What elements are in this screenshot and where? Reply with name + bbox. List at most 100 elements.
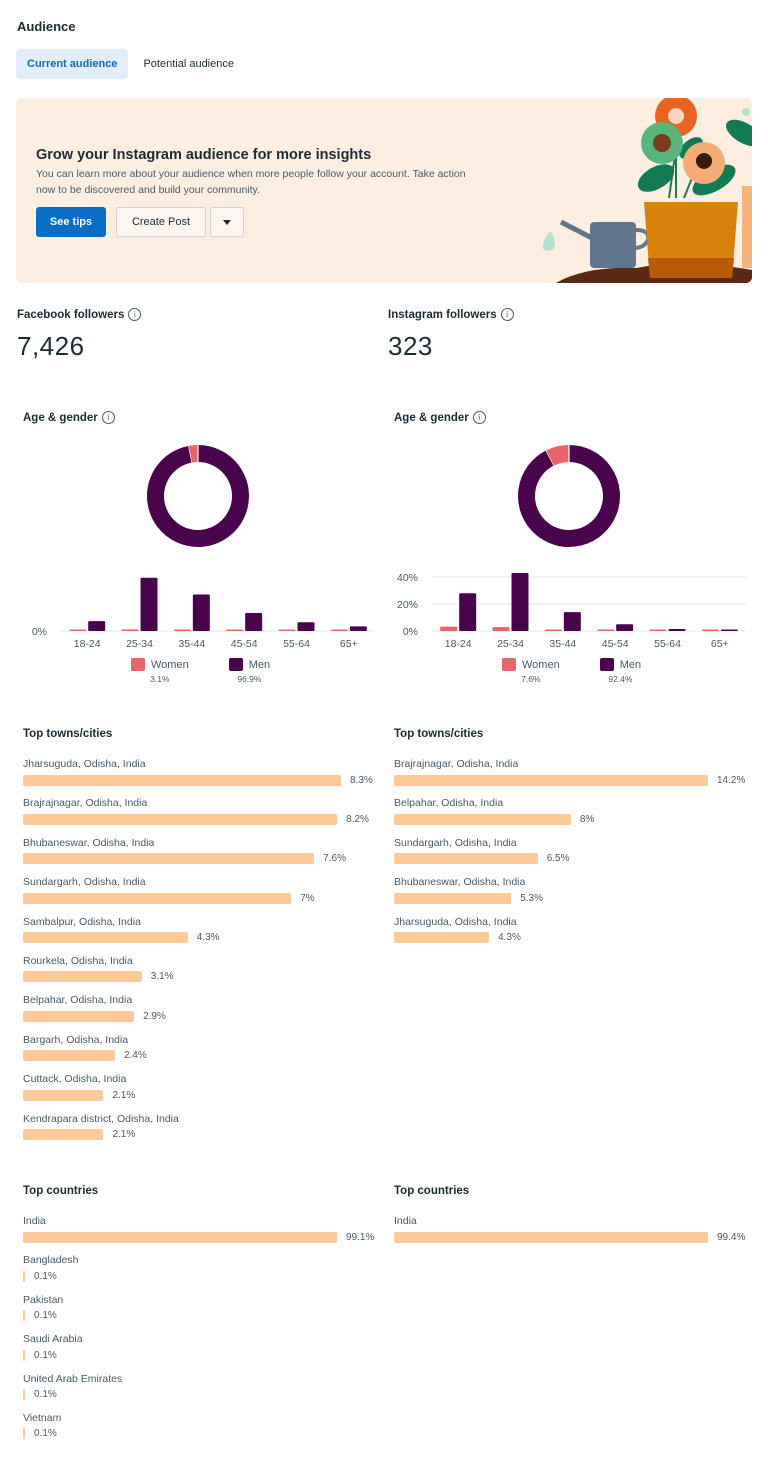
item-value: 0.1% — [34, 1349, 57, 1361]
dot-shape — [742, 108, 750, 116]
percentage-bar — [23, 853, 315, 865]
title-text: Age & gender — [23, 411, 98, 424]
item-value: 2.1% — [112, 1089, 136, 1101]
men-swatch — [599, 658, 614, 671]
bar-men-45-54 — [616, 624, 634, 631]
item-name: India — [23, 1215, 46, 1227]
instagram-age-gender-chart: 0% 20% 40% 18-24 25-34 35-44 45-54 55-64 65+ — [397, 445, 746, 650]
percentage-bar — [23, 1010, 135, 1022]
list-item: Saudi Arabia 0.1% — [23, 1332, 374, 1371]
percentage-bar — [394, 774, 708, 786]
list-item: Cuttack, Odisha, India 2.1% — [23, 1072, 373, 1111]
facebook-top-countries: Top countries India 99.1% Bangladesh 0.1% Pa… — [23, 1185, 383, 1440]
bar-men-25-34 — [140, 577, 158, 631]
bar-row: 2.1% — [23, 1129, 373, 1141]
percentage-bar — [23, 813, 338, 825]
percentage-bar — [23, 892, 292, 904]
x-tick-label: 65+ — [711, 638, 729, 650]
item-name: Bhubaneswar, Odisha, India — [394, 876, 526, 889]
list-item: Jharsuguda, Odisha, India 4.3% — [394, 915, 745, 954]
watering-can-icon — [590, 222, 636, 268]
item-value: 0.1% — [34, 1428, 57, 1440]
water-drop-icon — [542, 231, 556, 251]
legend-women[interactable]: Women 3.1% — [131, 658, 189, 684]
item-value: 8.3% — [350, 774, 373, 786]
percentage-bar — [23, 1389, 25, 1401]
legend-value: 3.1% — [150, 674, 170, 684]
item-value: 2.4% — [123, 1050, 147, 1062]
legend-men[interactable]: Men 92.4% — [599, 658, 641, 684]
instagram-followers: Instagram followers i 323 — [388, 308, 514, 362]
bar-women-55-64 — [278, 629, 296, 631]
bar-row: 99.1% — [23, 1231, 374, 1243]
instagram-followers-label: Instagram followers i — [388, 308, 514, 321]
men-swatch — [228, 658, 243, 671]
item-name: Belpahar, Odisha, India — [394, 797, 504, 810]
tab-potential-audience[interactable]: Potential audience — [143, 58, 234, 70]
bar-row: 8% — [394, 813, 745, 825]
info-icon[interactable]: i — [128, 308, 142, 321]
leaf — [725, 119, 752, 147]
info-icon[interactable]: i — [472, 411, 486, 424]
bar-women-18-24 — [440, 626, 458, 631]
list-item: India 99.4% — [394, 1214, 745, 1253]
item-name: Jharsuguda, Odisha, India — [394, 915, 517, 928]
bar-women-18-24 — [69, 629, 87, 631]
list-item: Belpahar, Odisha, India 2.9% — [23, 993, 373, 1032]
bar-men-65+ — [349, 626, 367, 631]
caret-down-icon — [223, 219, 231, 225]
item-value: 0.1% — [34, 1310, 57, 1322]
page-title: Audience — [17, 19, 76, 34]
percentage-bar — [23, 1129, 104, 1141]
bar-men-35-44 — [563, 612, 581, 631]
percentage-bar — [23, 1270, 25, 1282]
instagram-followers-count: 323 — [388, 331, 433, 361]
item-value: 99.1% — [346, 1231, 375, 1243]
women-swatch — [502, 658, 516, 671]
list-item: Bhubaneswar, Odisha, India 7.6% — [23, 836, 373, 875]
bar-row: 5.3% — [394, 892, 745, 904]
title-text: Age & gender — [394, 411, 469, 424]
item-value: 4.3% — [196, 932, 220, 944]
item-value: 8% — [579, 813, 595, 825]
towns-list: Jharsuguda, Odisha, India 8.3% Brajrajnaga… — [23, 757, 373, 1151]
info-icon[interactable]: i — [500, 308, 514, 321]
legend-men[interactable]: Men 96.9% — [228, 658, 270, 684]
legend-label: Women — [151, 658, 189, 671]
bar-row: 7% — [23, 892, 373, 904]
tab-current-audience[interactable]: Current audience — [16, 49, 129, 79]
bar-men-18-24 — [459, 593, 477, 631]
create-post-dropdown-button[interactable] — [210, 207, 244, 237]
item-value: 0.1% — [34, 1389, 57, 1401]
bar-row: 4.3% — [394, 932, 745, 944]
legend-label: Women — [522, 658, 560, 671]
item-value: 99.4% — [717, 1231, 746, 1243]
item-value: 3.1% — [150, 971, 174, 983]
item-name: Sundargarh, Odisha, India — [394, 836, 517, 849]
legend-women[interactable]: Women 7.6% — [502, 658, 560, 684]
bar-row: 0.1% — [23, 1270, 374, 1282]
list-item: Brajrajnagar, Odisha, India 8.2% — [23, 796, 373, 835]
face-shape — [696, 153, 712, 169]
x-tick-label: 18-24 — [445, 638, 472, 650]
banner-description: You can learn more about your audience w… — [36, 168, 466, 196]
item-name: Bhubaneswar, Odisha, India — [23, 836, 155, 849]
donut-slice-women — [188, 445, 199, 463]
bar-men-55-64 — [668, 628, 686, 631]
see-tips-button[interactable]: See tips — [36, 207, 106, 237]
x-tick-label: 35-44 — [178, 638, 205, 650]
x-tick-label: 35-44 — [549, 638, 576, 650]
percentage-bar — [23, 1050, 115, 1062]
instagram-age-gender-panel: Age & gender i 0% 20% 40% 18-24 25-34 35-44 45… — [394, 411, 754, 701]
bar-men-65+ — [720, 629, 738, 631]
create-post-button[interactable]: Create Post — [116, 207, 206, 237]
donut-slice-women — [545, 445, 570, 467]
percentage-bar — [394, 1231, 708, 1243]
item-name: Sundargarh, Odisha, India — [23, 876, 146, 889]
bar-women-25-34 — [492, 627, 510, 631]
info-icon[interactable]: i — [101, 411, 115, 424]
bar-row: 2.1% — [23, 1089, 373, 1101]
percentage-bar — [23, 774, 341, 786]
donut-slice-men — [147, 445, 249, 547]
chart-legend: Women 7.6% Men 92.4% — [502, 658, 641, 684]
